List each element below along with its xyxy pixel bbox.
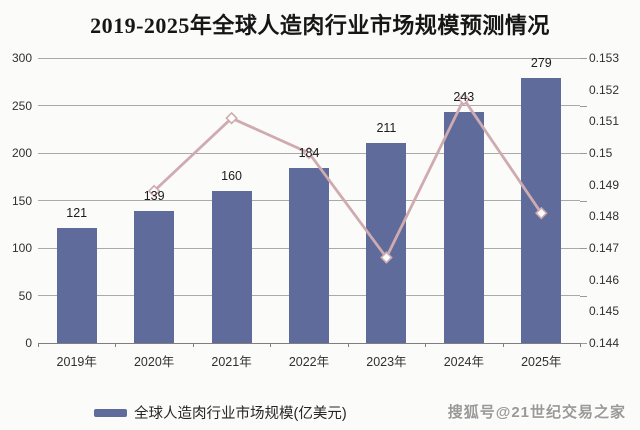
right-axis-tick-label: 0.148 bbox=[589, 209, 620, 224]
x-axis-tick-label: 2023年 bbox=[366, 355, 407, 369]
right-axis-tick-label: 0.152 bbox=[589, 82, 620, 97]
right-axis-tick-label: 0.145 bbox=[589, 304, 620, 319]
x-axis-tick bbox=[192, 343, 194, 347]
x-axis-tick bbox=[425, 343, 427, 347]
left-axis-tick-label: 50 bbox=[18, 288, 32, 303]
left-axis-tick-label: 100 bbox=[11, 241, 32, 255]
right-axis-tick-label: 0.15 bbox=[589, 146, 613, 160]
x-axis-tick-label: 2021年 bbox=[211, 355, 252, 369]
right-axis-tick-label: 0.146 bbox=[589, 272, 620, 287]
line-marker bbox=[225, 111, 238, 125]
left-axis-tick-label: 150 bbox=[11, 193, 32, 208]
x-axis-tick-label: 2019年 bbox=[56, 355, 97, 369]
left-axis-tick-label: 0 bbox=[25, 336, 32, 350]
x-axis-tick-label: 2022年 bbox=[288, 355, 330, 369]
right-axis-tick-label: 0.149 bbox=[589, 177, 620, 192]
x-axis-tick bbox=[580, 343, 581, 347]
watermark: 搜狐号@21世纪交易之家 bbox=[447, 404, 626, 421]
legend: 全球人造肉行业市场规模(亿美元) bbox=[94, 402, 347, 423]
right-axis-tick bbox=[580, 295, 587, 297]
x-axis-tick bbox=[270, 343, 272, 347]
bar-value-label: 184 bbox=[298, 146, 320, 161]
right-axis-tick-label: 0.153 bbox=[589, 51, 620, 65]
gridline bbox=[38, 57, 580, 59]
x-axis-tick bbox=[115, 343, 117, 347]
x-axis-tick bbox=[502, 343, 504, 347]
right-axis-tick bbox=[580, 248, 587, 249]
bar-value-label: 139 bbox=[143, 188, 165, 203]
line-marker bbox=[457, 92, 471, 106]
right-axis-tick bbox=[580, 200, 587, 202]
trend-line-svg bbox=[147, 92, 548, 264]
x-axis-tick bbox=[347, 343, 349, 347]
bar bbox=[366, 142, 407, 343]
x-axis-tick bbox=[38, 343, 39, 347]
right-axis-tick-label: 0.147 bbox=[589, 241, 620, 255]
bar-value-label: 279 bbox=[530, 55, 552, 70]
bar bbox=[289, 168, 329, 343]
line-marker bbox=[534, 206, 548, 220]
right-axis-tick bbox=[580, 58, 587, 59]
gridline bbox=[38, 105, 580, 106]
bar bbox=[56, 228, 97, 343]
line-marker bbox=[147, 184, 161, 198]
trend-line bbox=[153, 96, 543, 261]
bar-value-label: 121 bbox=[66, 206, 88, 221]
bar bbox=[211, 191, 252, 343]
bar bbox=[443, 112, 484, 343]
x-axis-tick-label: 2025年 bbox=[521, 355, 562, 369]
line-marker bbox=[302, 146, 316, 160]
chart-title: 2019-2025年全球人造肉行业市场规模预测情况 bbox=[90, 13, 550, 38]
bar-value-label: 243 bbox=[453, 90, 475, 105]
left-axis-tick-label: 200 bbox=[11, 146, 32, 160]
legend-label: 全球人造肉行业市场规模(亿美元) bbox=[134, 406, 347, 422]
left-axis-tick-label: 300 bbox=[11, 51, 32, 65]
left-axis-tick-label: 250 bbox=[11, 98, 32, 113]
bar-value-label: 160 bbox=[221, 169, 242, 183]
right-axis-tick bbox=[580, 105, 587, 107]
right-axis-tick-label: 0.151 bbox=[589, 114, 620, 129]
right-axis-tick bbox=[580, 153, 587, 154]
bar bbox=[134, 210, 175, 343]
legend-bar-swatch bbox=[94, 408, 127, 417]
x-axis-line bbox=[38, 343, 580, 344]
x-axis-tick-label: 2020年 bbox=[133, 355, 175, 369]
right-axis-tick bbox=[580, 343, 587, 344]
plot-area: 121 139 160 184 211 243 279 bbox=[38, 55, 580, 344]
x-axis-tick-label: 2024年 bbox=[443, 355, 484, 369]
bar-value-label: 211 bbox=[376, 120, 397, 135]
line-marker bbox=[380, 251, 393, 264]
right-axis-tick-label: 0.144 bbox=[589, 336, 620, 350]
